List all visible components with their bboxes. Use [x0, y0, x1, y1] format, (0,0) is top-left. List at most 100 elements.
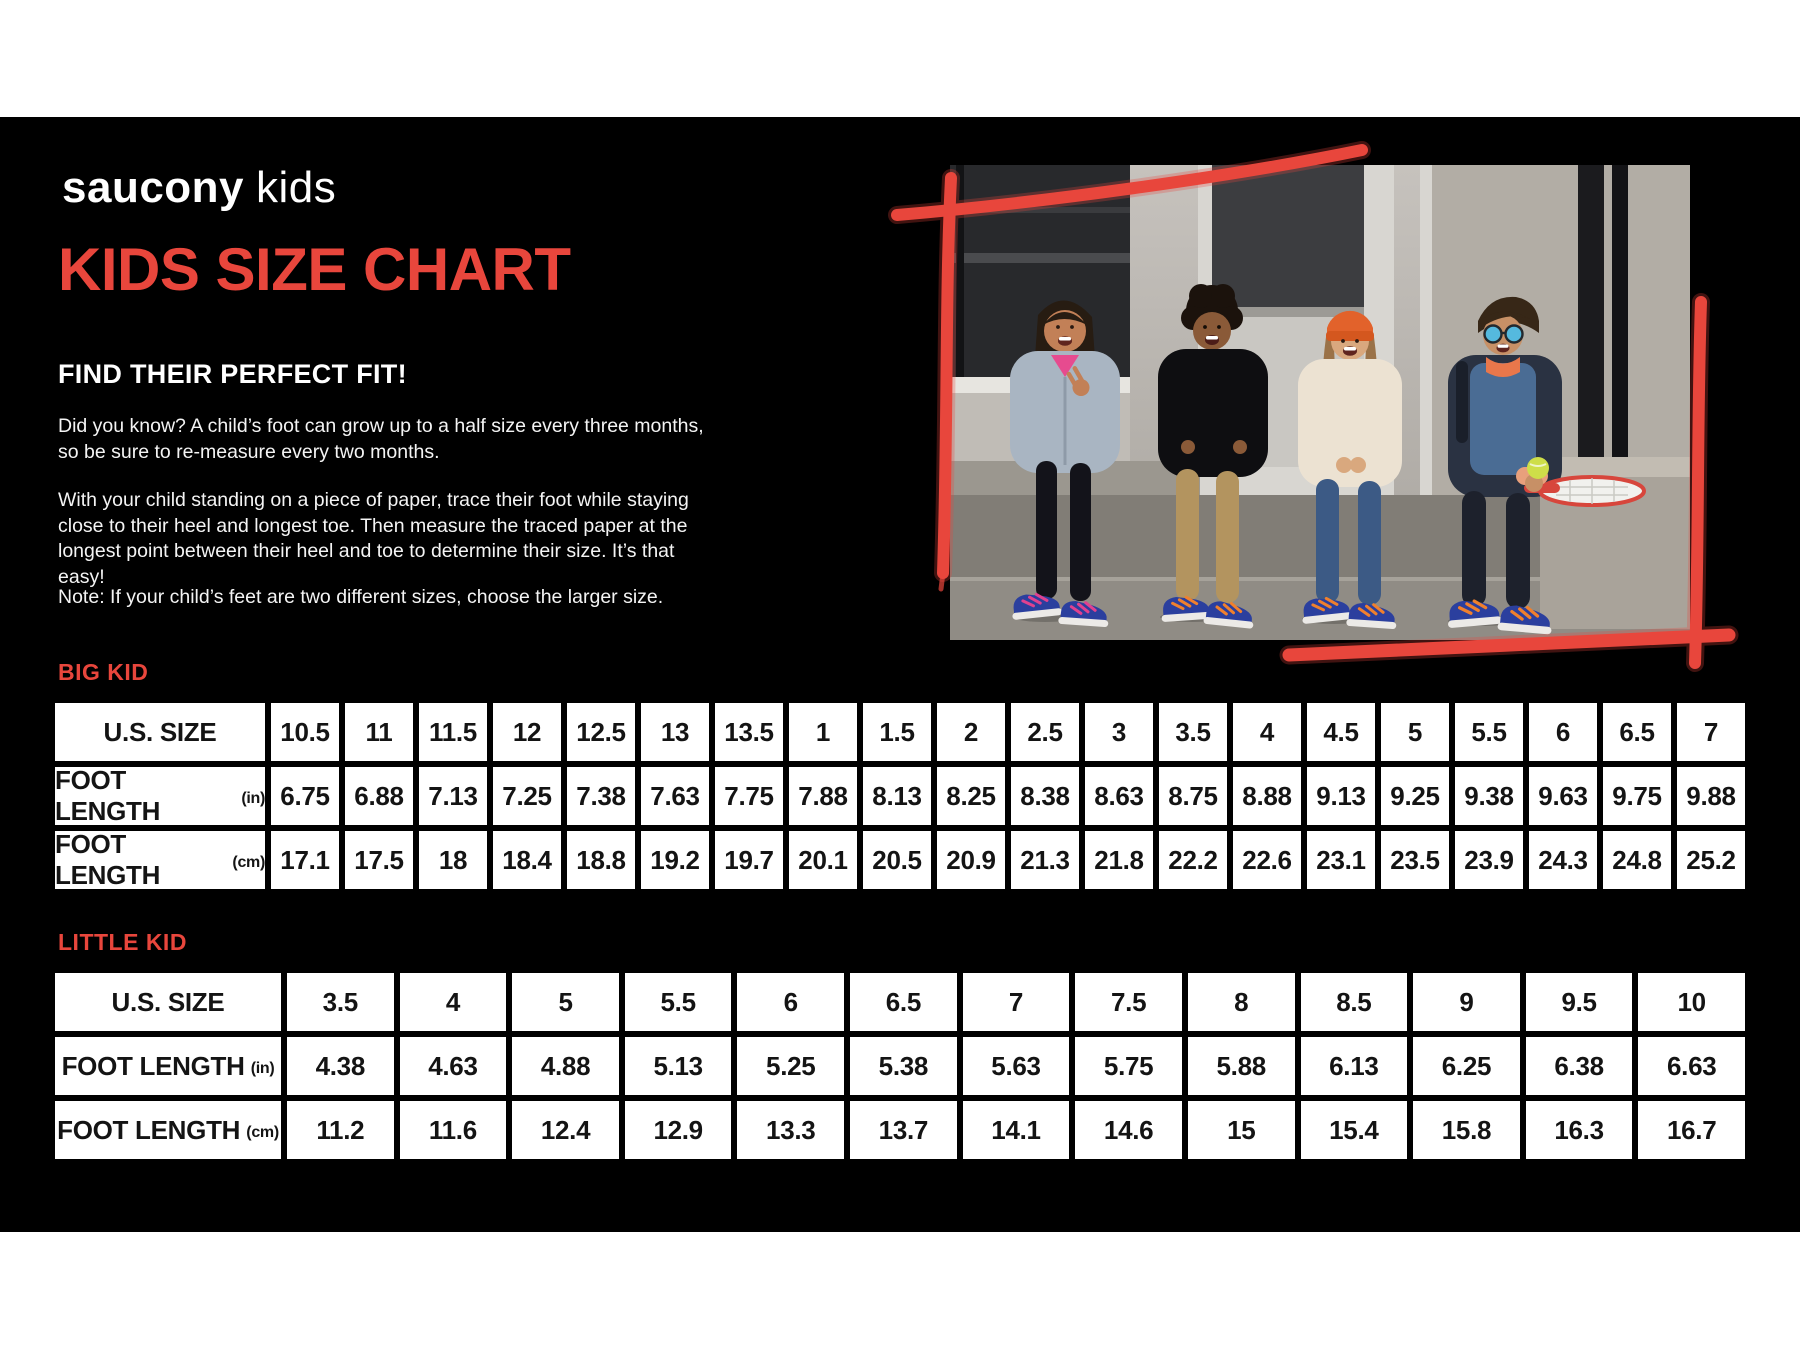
- size-value-cell: 5.5: [1455, 703, 1523, 761]
- size-value-cell: 4: [1233, 703, 1301, 761]
- size-value-cell: 23.9: [1455, 831, 1523, 889]
- size-value-cell: 15.4: [1300, 1101, 1408, 1159]
- size-value-cell: 6: [737, 973, 845, 1031]
- page-title: KIDS SIZE CHART: [58, 236, 571, 303]
- size-value-cell: 11.5: [419, 703, 487, 761]
- intro-paragraph-measure: With your child standing on a piece of p…: [58, 489, 689, 589]
- little-kid-table: U.S. SIZE 3.5 4 5 5.5 6 6.5 7 7.5 8 8.5 9 9.5 10 FOOT …: [55, 973, 1745, 1165]
- size-value-cell: 1.5: [863, 703, 931, 761]
- size-value-cell: 3.5: [1159, 703, 1227, 761]
- size-value-cell: 22.6: [1233, 831, 1301, 889]
- size-value-cell: 6.88: [345, 767, 413, 825]
- size-value-cell: 9.38: [1455, 767, 1523, 825]
- size-value-cell: 24.8: [1603, 831, 1671, 889]
- size-value-cell: 25.2: [1677, 831, 1745, 889]
- size-value-cell: 5.5: [624, 973, 732, 1031]
- size-value-cell: 20.9: [937, 831, 1005, 889]
- size-value-cell: 21.3: [1011, 831, 1079, 889]
- size-value-cell: 11.2: [287, 1101, 394, 1159]
- size-value-cell: 9.75: [1603, 767, 1671, 825]
- size-value-cell: 20.1: [789, 831, 857, 889]
- size-value-cell: 18.8: [567, 831, 635, 889]
- intro-paragraph-grow: Did you know? A child’s foot can grow up…: [58, 415, 704, 463]
- size-value-cell: 5.75: [1075, 1037, 1182, 1095]
- size-value-cell: 5.88: [1187, 1037, 1295, 1095]
- size-value-cell: 15.8: [1413, 1101, 1520, 1159]
- size-value-cell: 3.5: [287, 973, 394, 1031]
- size-value-cell: 16.3: [1525, 1101, 1633, 1159]
- size-value-cell: 14.6: [1075, 1101, 1182, 1159]
- size-value-cell: 9.25: [1381, 767, 1449, 825]
- size-value-cell: 7.63: [641, 767, 709, 825]
- size-value-cell: 6.63: [1638, 1037, 1745, 1095]
- saucony-kids-logo: saucony kids: [62, 163, 336, 213]
- table-row: FOOT LENGTH (in) 4.38 4.63 4.88 5.13 5.25 5.38…: [55, 1037, 1745, 1095]
- size-value-cell: 9.63: [1529, 767, 1597, 825]
- size-value-cell: 19.7: [715, 831, 783, 889]
- size-value-cell: 11: [345, 703, 413, 761]
- table-row: FOOT LENGTH (in) 6.75 6.88 7.13 7.25 7.38 7.63…: [55, 765, 1745, 826]
- size-value-cell: 7.25: [493, 767, 561, 825]
- table-row: FOOT LENGTH (cm) 11.2 11.6 12.4 12.9 13.3 13.7…: [55, 1101, 1745, 1159]
- big-kid-label: BIG KID: [58, 659, 149, 685]
- size-value-cell: 13: [641, 703, 709, 761]
- top-white-bar: [0, 0, 1800, 117]
- size-value-cell: 22.2: [1159, 831, 1227, 889]
- size-value-cell: 8.38: [1011, 767, 1079, 825]
- logo-wordmark-secondary: kids: [256, 163, 337, 212]
- size-value-cell: 2.5: [1011, 703, 1079, 761]
- kids-photo-illustration: [950, 165, 1690, 640]
- size-value-cell: 18.4: [493, 831, 561, 889]
- size-value-cell: 6.25: [1413, 1037, 1520, 1095]
- size-value-cell: 4.5: [1307, 703, 1375, 761]
- intro-note: Note: If your child’s feet are two diffe…: [58, 586, 664, 608]
- size-value-cell: 4.63: [399, 1037, 507, 1095]
- size-value-cell: 9.88: [1677, 767, 1745, 825]
- content-area: saucony kids KIDS SIZE CHART FIND THEIR P…: [0, 117, 1800, 1232]
- row-header-cell: U.S. SIZE: [55, 973, 281, 1031]
- size-value-cell: 17.5: [345, 831, 413, 889]
- size-value-cell: 5.13: [624, 1037, 732, 1095]
- row-header-cell: FOOT LENGTH (in): [55, 765, 265, 826]
- size-value-cell: 8: [1187, 973, 1295, 1031]
- size-value-cell: 13.5: [715, 703, 783, 761]
- kids-photo: [950, 165, 1690, 640]
- size-value-cell: 6.5: [1603, 703, 1671, 761]
- size-value-cell: 23.5: [1381, 831, 1449, 889]
- size-value-cell: 7.88: [789, 767, 857, 825]
- size-value-cell: 9.13: [1307, 767, 1375, 825]
- row-header-cell: FOOT LENGTH (cm): [55, 1101, 281, 1159]
- size-value-cell: 4.88: [512, 1037, 619, 1095]
- big-kid-table: U.S. SIZE 10.5 11 11.5 12 12.5 13 13.5 1 1.5 2 2.5 3…: [55, 703, 1745, 895]
- size-value-cell: 6.75: [271, 767, 339, 825]
- size-value-cell: 12.9: [624, 1101, 732, 1159]
- row-header-cell: FOOT LENGTH (cm): [55, 829, 265, 890]
- size-value-cell: 7.13: [419, 767, 487, 825]
- size-value-cell: 18: [419, 831, 487, 889]
- size-value-cell: 8.88: [1233, 767, 1301, 825]
- size-value-cell: 7.5: [1075, 973, 1182, 1031]
- size-value-cell: 11.6: [399, 1101, 507, 1159]
- table-row: U.S. SIZE 3.5 4 5 5.5 6 6.5 7 7.5 8 8.5 9 9.5 10: [55, 973, 1745, 1031]
- size-value-cell: 7: [1677, 703, 1745, 761]
- size-value-cell: 9: [1413, 973, 1520, 1031]
- size-value-cell: 20.5: [863, 831, 931, 889]
- size-value-cell: 7: [962, 973, 1070, 1031]
- size-value-cell: 5.38: [850, 1037, 957, 1095]
- size-value-cell: 5: [1381, 703, 1449, 761]
- size-value-cell: 23.1: [1307, 831, 1375, 889]
- size-value-cell: 8.13: [863, 767, 931, 825]
- size-value-cell: 21.8: [1085, 831, 1153, 889]
- size-value-cell: 14.1: [962, 1101, 1070, 1159]
- size-value-cell: 6: [1529, 703, 1597, 761]
- logo-wordmark-primary: saucony: [62, 163, 245, 212]
- size-value-cell: 19.2: [641, 831, 709, 889]
- size-value-cell: 8.63: [1085, 767, 1153, 825]
- table-row: FOOT LENGTH (cm) 17.1 17.5 18 18.4 18.8 19.2 19…: [55, 829, 1745, 890]
- row-header-cell: U.S. SIZE: [55, 703, 265, 761]
- size-value-cell: 13.7: [850, 1101, 957, 1159]
- size-value-cell: 4.38: [287, 1037, 394, 1095]
- size-value-cell: 2: [937, 703, 1005, 761]
- size-value-cell: 6.5: [850, 973, 957, 1031]
